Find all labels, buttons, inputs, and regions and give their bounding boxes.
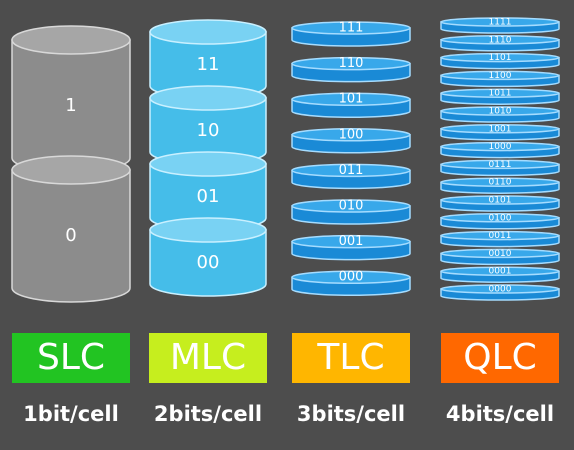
cell-top [440, 195, 560, 205]
cell-level: 10 [197, 120, 220, 141]
cell-level: 1110 [489, 35, 512, 45]
cell-top [440, 159, 560, 170]
cell-level: 01 [197, 186, 220, 207]
cell-level: 1010 [489, 107, 512, 117]
cell-top [291, 128, 411, 142]
cell-top [149, 151, 267, 177]
cell-level: 1 [65, 95, 76, 116]
type-name: MLC [170, 337, 246, 378]
cell-level: 11 [197, 54, 220, 75]
type-name: TLC [316, 337, 384, 378]
type-name: QLC [463, 337, 537, 378]
cell-level: 0100 [489, 213, 512, 223]
cell-level: 1100 [489, 71, 512, 81]
cell-top [11, 25, 131, 55]
cell-top [149, 217, 267, 243]
cell-top [11, 155, 131, 185]
type-name: SLC [37, 337, 105, 378]
cell-level: 001 [339, 234, 364, 249]
cell-level: 110 [339, 56, 364, 71]
cell-top [440, 70, 560, 81]
cell-level: 100 [339, 127, 364, 142]
bits-caption: 4bits/cell [446, 402, 554, 426]
cell-top [291, 92, 411, 106]
cell-top [291, 234, 411, 249]
cell-top [440, 230, 560, 241]
cell-top [440, 177, 560, 187]
cell-top [291, 199, 411, 213]
cell-level: 101 [339, 92, 364, 107]
cell-top [440, 266, 560, 276]
cell-level: 0010 [489, 249, 512, 259]
type-badge [292, 333, 410, 383]
cell-top [440, 88, 560, 98]
cell-level: 1001 [489, 124, 512, 134]
cell-top [291, 21, 411, 35]
cell-body [149, 229, 267, 297]
cell-level: 1000 [489, 142, 512, 152]
cell-top [440, 141, 560, 152]
cell-top [291, 163, 411, 178]
type-badge [149, 333, 267, 383]
cell-top [440, 106, 560, 116]
cell-level: 0110 [489, 178, 512, 188]
cell-top [291, 56, 411, 71]
bits-caption: 2bits/cell [154, 402, 262, 426]
bits-caption: 1bit/cell [23, 402, 119, 426]
cell-top [440, 35, 560, 45]
cell-top [149, 19, 267, 45]
cell-level: 0111 [489, 160, 512, 170]
cell-level: 1101 [489, 53, 512, 63]
cell-level: 0101 [489, 196, 512, 206]
cell-top [440, 213, 560, 223]
cell-level: 0011 [489, 231, 512, 241]
cell-top [440, 284, 560, 294]
cell-level: 0001 [489, 267, 512, 277]
cell-top [440, 17, 560, 27]
cell-level: 0000 [489, 285, 512, 295]
cell-top [149, 85, 267, 111]
cell-level: 011 [339, 163, 364, 178]
cell-top [440, 52, 560, 63]
cell-level: 0 [65, 225, 76, 246]
cell-level: 1011 [489, 89, 512, 99]
cell-level: 00 [197, 252, 220, 273]
cell-top [291, 270, 411, 284]
cell-level: 010 [339, 199, 364, 214]
type-badge [12, 333, 130, 383]
cell-level: 000 [339, 270, 364, 285]
cell-level: 111 [339, 21, 364, 36]
cell-top [440, 248, 560, 259]
cell-body [11, 169, 131, 303]
cell-level: 1111 [489, 18, 512, 28]
type-badge [441, 333, 559, 383]
cell-top [440, 124, 560, 134]
bits-caption: 3bits/cell [297, 402, 405, 426]
